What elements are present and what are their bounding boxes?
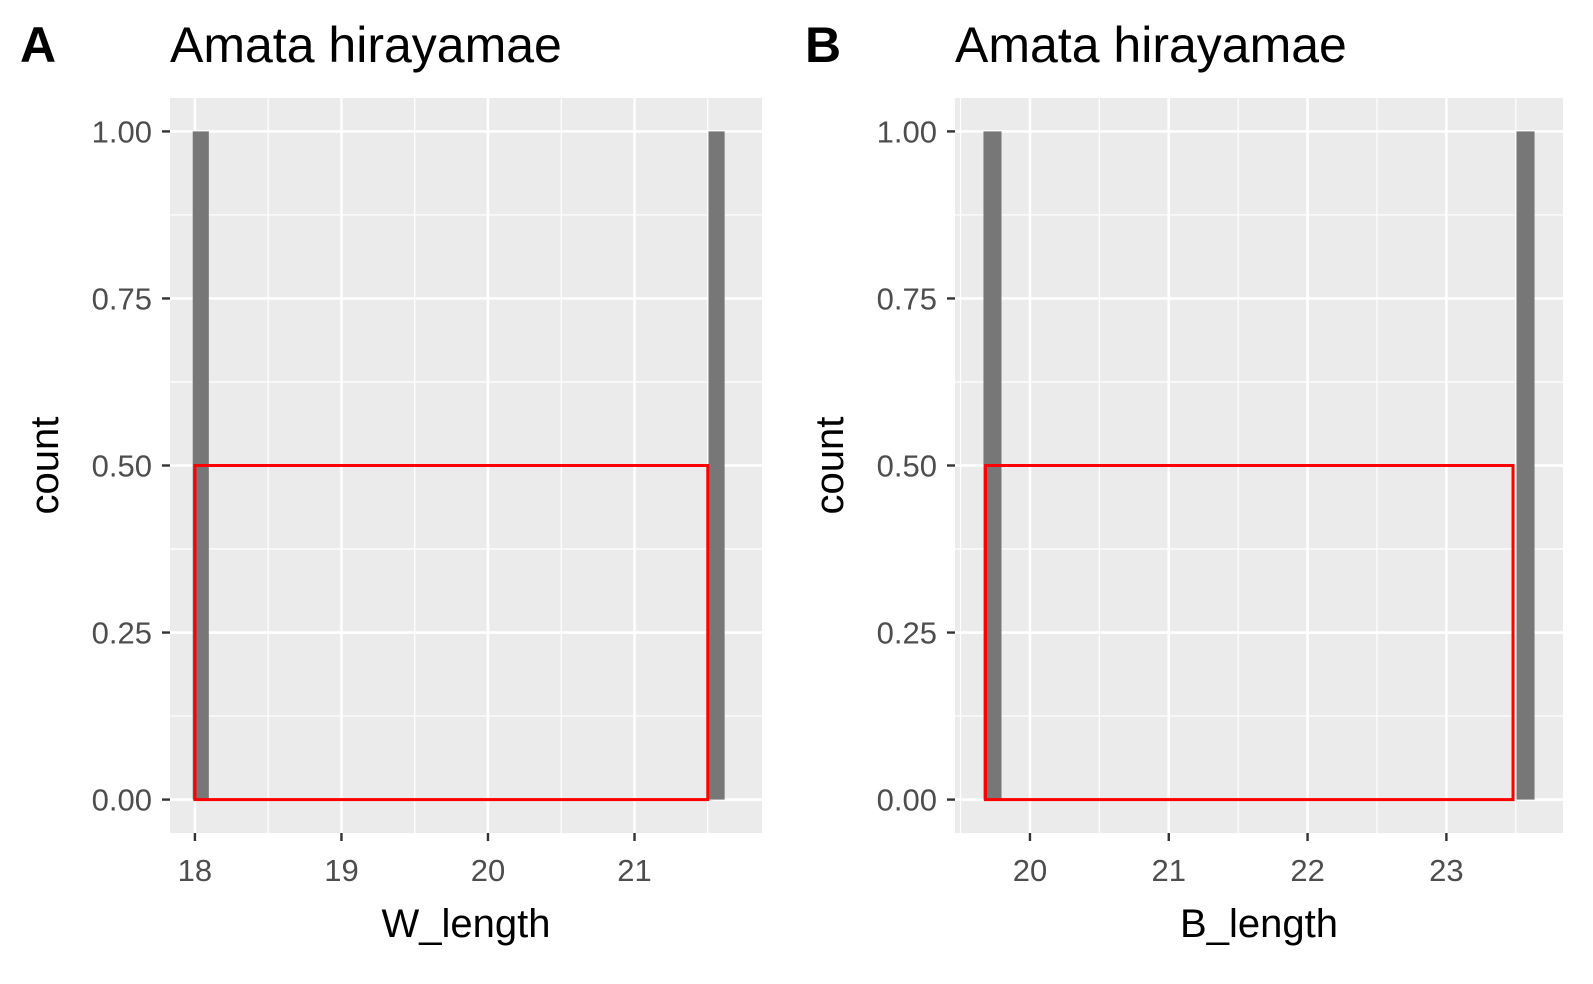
- x-tick-label: 21: [617, 853, 651, 888]
- y-tick-label: 0.25: [92, 616, 152, 651]
- y-tick-label: 0.75: [877, 281, 937, 316]
- panel-label: B: [805, 17, 841, 73]
- y-axis-title: count: [23, 417, 67, 515]
- x-axis-title: W_length: [382, 902, 551, 946]
- x-tick-label: 21: [1152, 853, 1186, 888]
- panel-a: 0.00 0.25 0.50 0.75 1.00 18 19 20 21 W_length coun…: [20, 17, 762, 946]
- histogram-bar-2: [708, 131, 725, 800]
- highlight-rectangle: [193, 464, 710, 802]
- histogram-bar-2: [1516, 131, 1535, 800]
- y-tick-label: 0.25: [877, 616, 937, 651]
- y-tick-label: 1.00: [92, 114, 152, 149]
- x-tick-label: 20: [471, 853, 505, 888]
- x-tick-label: 19: [324, 853, 358, 888]
- x-tick-label: 18: [178, 853, 212, 888]
- y-tick-label: 0.50: [877, 449, 937, 484]
- x-axis-title: B_length: [1180, 902, 1338, 946]
- panel-label: A: [20, 17, 56, 73]
- x-tick-label: 23: [1429, 853, 1463, 888]
- chart-title: Amata hirayamae: [955, 17, 1347, 73]
- y-tick-label: 0.00: [92, 783, 152, 818]
- x-tick-label: 20: [1013, 853, 1047, 888]
- panel-b: 0.00 0.25 0.50 0.75 1.00 20 21 22 23 B_length coun…: [805, 17, 1563, 946]
- highlight-rectangle: [984, 464, 1515, 802]
- y-tick-label: 1.00: [877, 114, 937, 149]
- y-axis-title: count: [808, 417, 852, 515]
- chart-title: Amata hirayamae: [170, 17, 562, 73]
- y-tick-label: 0.50: [92, 449, 152, 484]
- y-tick-label: 0.75: [92, 281, 152, 316]
- x-tick-label: 22: [1290, 853, 1324, 888]
- y-tick-label: 0.00: [877, 783, 937, 818]
